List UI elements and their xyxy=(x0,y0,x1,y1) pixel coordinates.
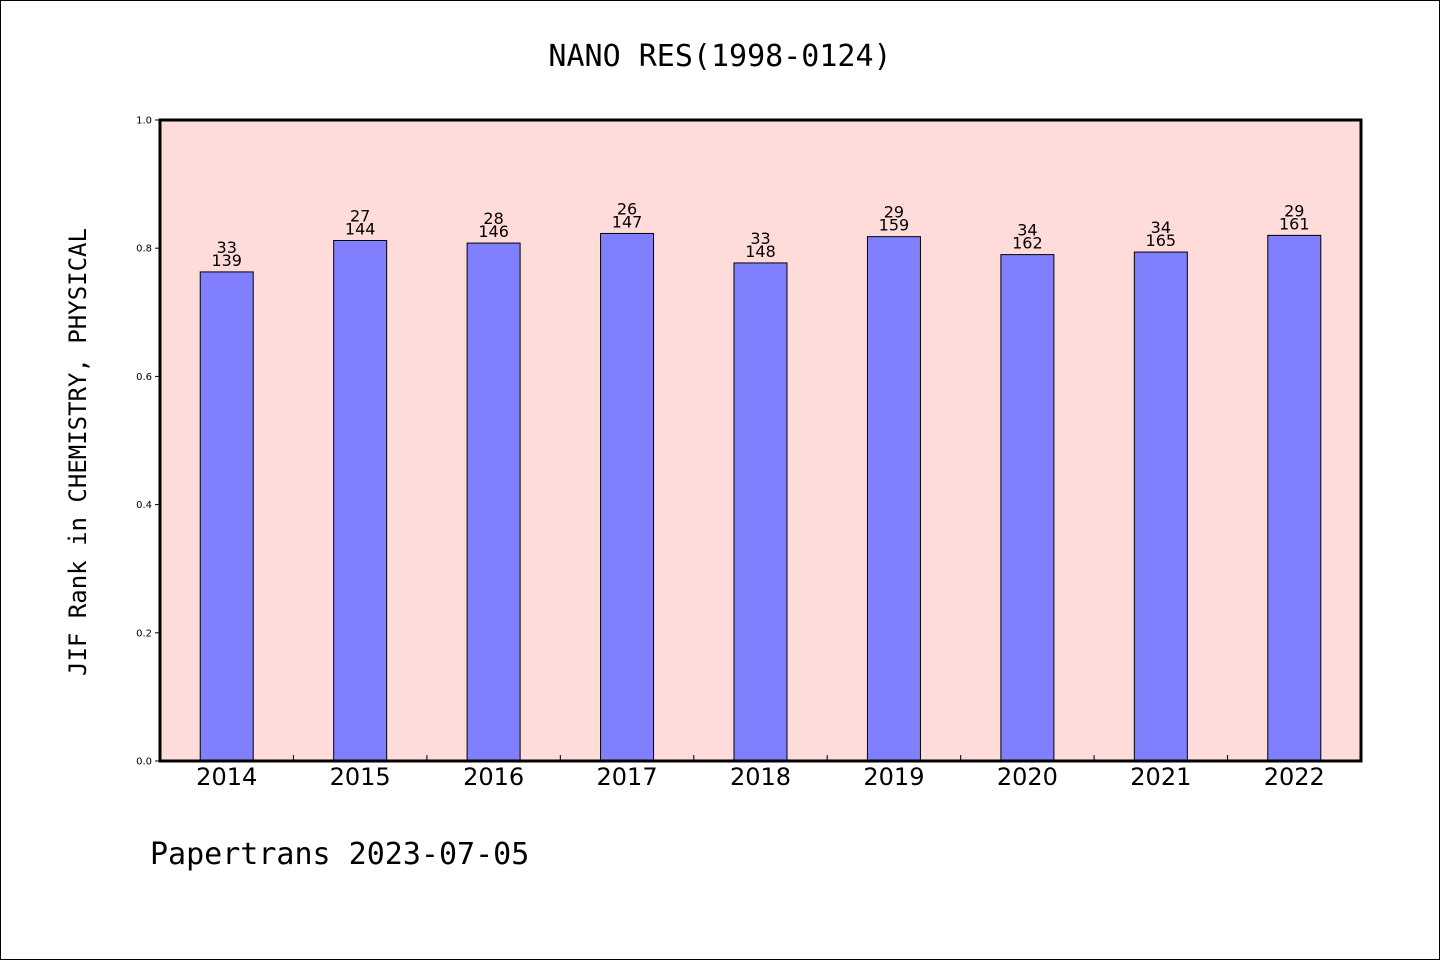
bar-2021 xyxy=(1133,251,1188,762)
bar-total-label: 159 xyxy=(879,216,910,235)
bar-2019 xyxy=(866,236,921,762)
y-tick-label: 0.2 xyxy=(136,628,152,639)
bar-total-label: 162 xyxy=(1012,234,1043,253)
y-tick-label: 0.4 xyxy=(136,500,152,511)
bar-rank-label: 26 xyxy=(617,199,637,218)
bar-rank-label: 34 xyxy=(1151,218,1171,237)
bar-total-label: 161 xyxy=(1279,214,1310,233)
x-tick-label: 2022 xyxy=(1264,763,1325,791)
plot-border xyxy=(158,118,1363,763)
bar-rank-label: 29 xyxy=(1284,201,1304,220)
bar-rank-label: 33 xyxy=(750,229,770,248)
x-tick-label: 2015 xyxy=(330,763,391,791)
bar-rank-label: 34 xyxy=(1017,221,1037,240)
bar-2017 xyxy=(600,232,655,762)
x-tick-label: 2021 xyxy=(1130,763,1191,791)
bar-rank-label: 29 xyxy=(884,203,904,222)
y-tick-label: 1.0 xyxy=(136,116,152,127)
x-tick-label: 2020 xyxy=(997,763,1058,791)
bar-rank-label: 28 xyxy=(483,209,503,228)
bar-total-label: 146 xyxy=(478,222,509,241)
bar-total-label: 139 xyxy=(211,251,242,270)
bars-layer xyxy=(199,232,1322,762)
bar-total-label: 147 xyxy=(612,212,643,231)
bar-2022 xyxy=(1267,234,1322,762)
x-tick-label: 2018 xyxy=(730,763,791,791)
y-tick-label: 0.6 xyxy=(136,372,152,383)
bar-rank-label: 33 xyxy=(217,238,237,257)
y-axis-label: JIF Rank in CHEMISTRY, PHYSICAL xyxy=(64,228,92,676)
x-tick-label: 2016 xyxy=(463,763,524,791)
bar-2020 xyxy=(1000,254,1055,762)
x-tick-label: 2017 xyxy=(597,763,658,791)
bar-2018 xyxy=(733,262,788,762)
x-axis: 2014 2015 2016 2017 2018 2019 2020 2021 2022 xyxy=(196,755,1325,791)
bar-rank-label: 27 xyxy=(350,207,370,226)
y-tick-label: 0.0 xyxy=(136,757,152,768)
bar-2014 xyxy=(199,271,254,762)
footer-credit: Papertrans 2023-07-05 xyxy=(150,837,529,872)
bar-total-label: 148 xyxy=(745,242,776,261)
bar-total-label: 165 xyxy=(1146,231,1177,250)
bar-total-label: 144 xyxy=(345,220,376,239)
x-tick-label: 2019 xyxy=(863,763,924,791)
y-tick-label: 0.8 xyxy=(136,244,152,255)
x-tick-label: 2014 xyxy=(196,763,257,791)
chart-title: NANO RES(1998-0124) xyxy=(548,39,891,74)
bar-2016 xyxy=(466,242,521,762)
bar-2015 xyxy=(333,240,388,762)
y-axis: 0.0 0.2 0.4 0.6 0.8 1.0 xyxy=(136,116,160,768)
